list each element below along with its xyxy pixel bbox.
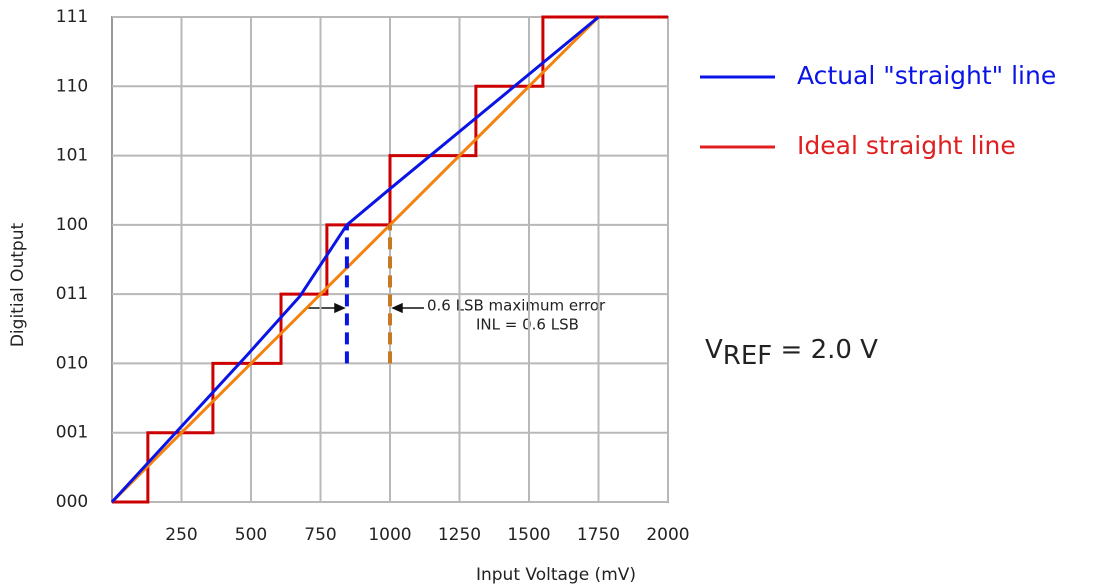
series-line	[110, 15, 600, 504]
x-axis-label: Input Voltage (mV)	[476, 565, 636, 584]
x-tick-label: 1500	[507, 525, 550, 545]
x-tick-label: 500	[235, 525, 267, 545]
x-tick-label: 250	[165, 525, 197, 545]
x-tick-label: 1750	[577, 525, 620, 545]
series-line	[110, 15, 600, 504]
y-tick-label: 110	[56, 76, 88, 96]
y-tick-label: 111	[56, 7, 88, 27]
y-tick-label: 000	[56, 492, 88, 512]
y-tick-label: 001	[56, 423, 88, 443]
legend-label: Ideal straight line	[797, 131, 1016, 160]
vref-part: REF	[723, 341, 772, 371]
y-tick-label: 101	[56, 146, 88, 166]
vref-label: VREF = 2.0 V	[705, 335, 878, 371]
annotation: INL = 0.6 LSB	[476, 316, 579, 334]
vref-part: V	[705, 335, 723, 365]
annotation: 0.6 LSB maximum error	[427, 297, 606, 315]
y-tick-label: 010	[56, 353, 88, 373]
y-tick-label: 011	[56, 284, 88, 304]
x-tick-label: 1000	[368, 525, 411, 545]
y-tick-label: 100	[56, 215, 88, 235]
error-arrows	[308, 302, 424, 314]
x-tick-label: 750	[304, 525, 336, 545]
legend-label: Actual "straight" line	[797, 61, 1056, 90]
x-tick-label: 1250	[438, 525, 481, 545]
y-axis-label: Digitial Output	[8, 223, 28, 348]
x-tick-label: 2000	[646, 525, 689, 545]
vref-part: = 2.0 V	[772, 335, 878, 365]
